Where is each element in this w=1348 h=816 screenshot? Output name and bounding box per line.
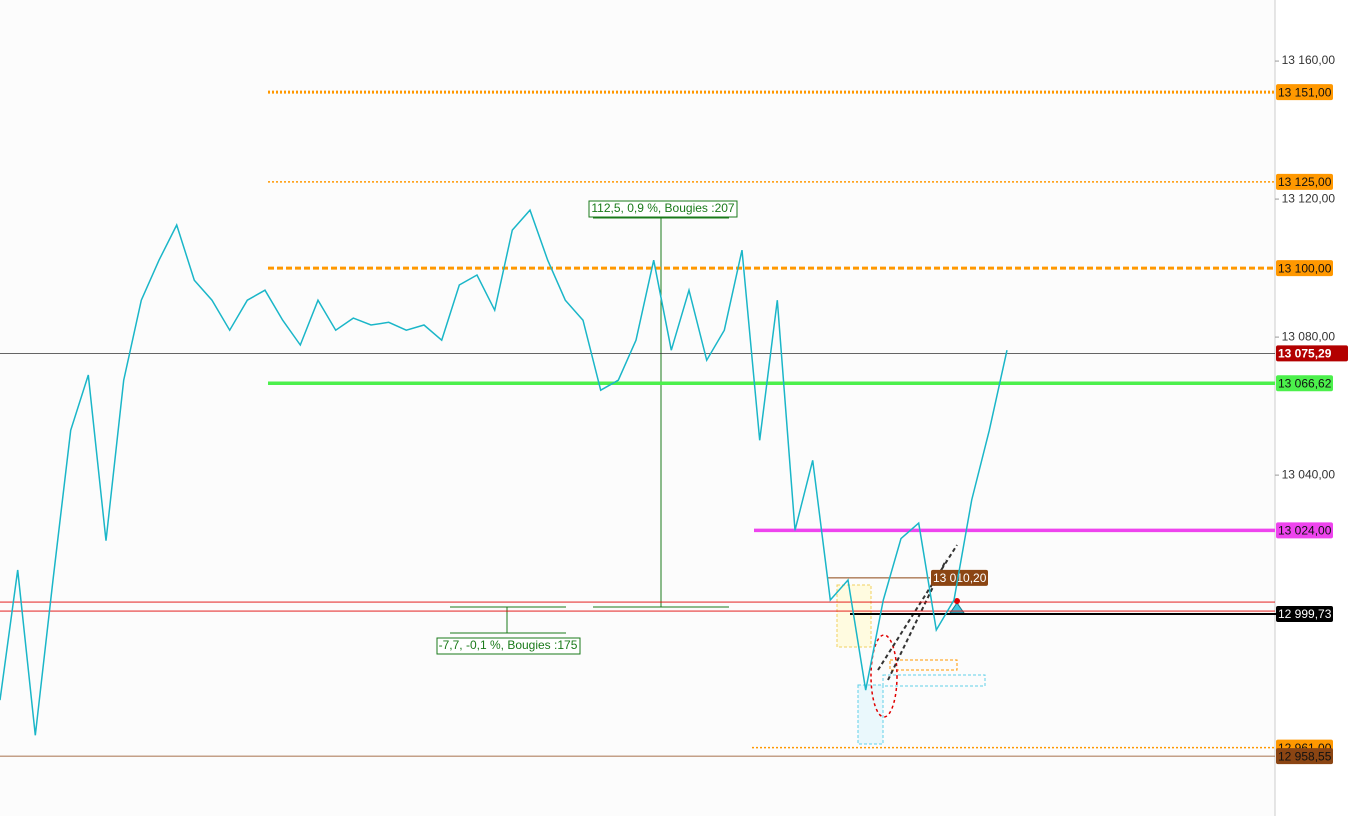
level-label: 12 958,55: [1278, 749, 1332, 763]
level-label-box: [1276, 522, 1333, 539]
level-label-box: [1276, 375, 1333, 392]
measure-label: 112,5, 0,9 %, Bougies :207: [591, 201, 735, 215]
level-label: 13 151,00: [1278, 85, 1332, 99]
trend-line: [887, 559, 947, 681]
zone-box: [889, 659, 958, 671]
y-tick-label: 13 160,00: [1282, 53, 1336, 67]
signal-dot: [954, 598, 960, 604]
level-label-box: [1276, 345, 1348, 362]
measure-box: [436, 637, 581, 655]
measure-box: [588, 200, 738, 218]
trend-line: [877, 544, 958, 671]
measure-label: -7,7, -0,1 %, Bougies :175: [439, 638, 578, 652]
level-label: 13 125,00: [1278, 175, 1332, 189]
signal-icon: [949, 602, 965, 614]
level-label: 13 010,20: [933, 571, 987, 585]
y-tick-label: 13 040,00: [1282, 467, 1336, 481]
level-label-box: [1276, 84, 1333, 101]
price-line: [0, 208, 1008, 736]
level-label: 13 024,00: [1278, 523, 1332, 537]
level-label: 13 075,29: [1278, 347, 1332, 361]
level-label-box: [1276, 606, 1333, 623]
level-label-box: [1276, 260, 1333, 277]
level-label: 13 100,00: [1278, 261, 1332, 275]
y-tick-label: 13 080,00: [1282, 329, 1336, 343]
level-label: 13 066,62: [1278, 376, 1332, 390]
level-label-box: [931, 569, 988, 586]
level-label: 12 999,73: [1278, 607, 1332, 621]
zone-box: [882, 674, 986, 687]
level-label-box: [1276, 173, 1333, 190]
plot-area: [0, 0, 1275, 816]
ellipse: [870, 634, 898, 718]
y-tick-label: 13 120,00: [1282, 191, 1336, 205]
level-label-box: [1276, 748, 1333, 765]
